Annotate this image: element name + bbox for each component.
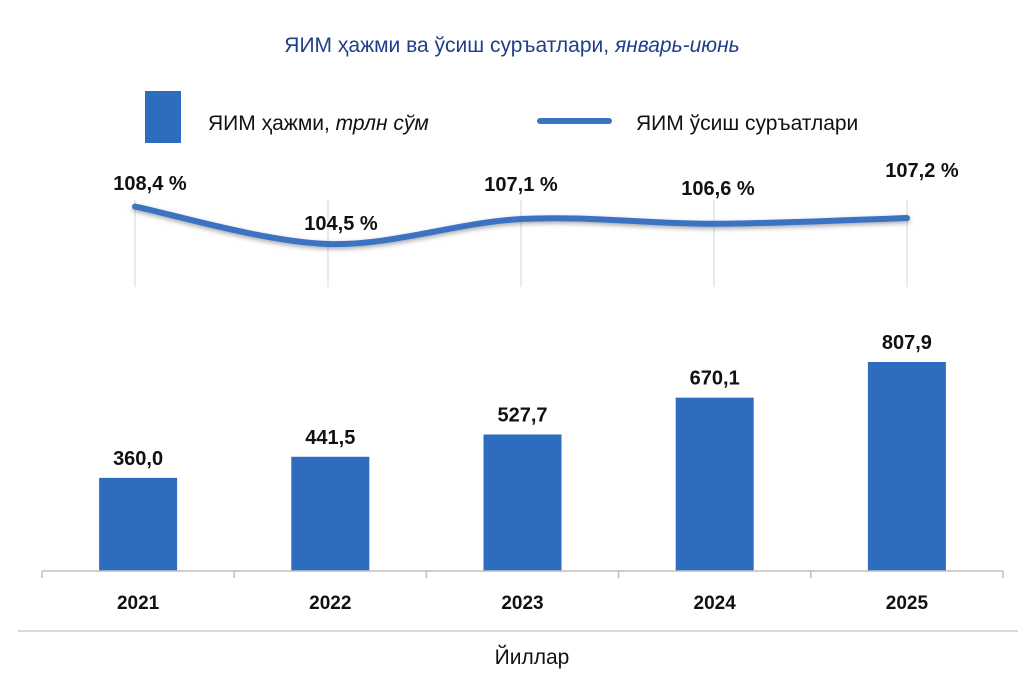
line-gridlines [134, 200, 908, 287]
legend-bar-label: ЯИМ ҳажми, трлн сўм [208, 112, 429, 135]
bar-2023 [483, 434, 562, 571]
growth-value-label: 106,6 % [681, 178, 755, 200]
x-tick-label: 2025 [886, 593, 929, 614]
x-axis-tick-labels: 2021 2022 2023 2024 2025 [117, 593, 929, 614]
legend-bar-swatch [145, 91, 181, 143]
bar-2021 [99, 477, 178, 571]
bar-value-label: 527,7 [497, 404, 547, 426]
gdp-bar-labels: 360,0 441,5 527,7 670,1 807,9 [113, 332, 932, 470]
bar-2022 [291, 456, 370, 571]
growth-value-label: 107,1 % [484, 174, 558, 196]
bar-2024 [675, 397, 754, 571]
x-axis-title: Йиллар [495, 645, 570, 669]
x-tick-label: 2021 [117, 593, 160, 614]
growth-value-label: 108,4 % [113, 173, 187, 195]
bar-value-label: 360,0 [113, 448, 163, 470]
gdp-bars [99, 362, 946, 571]
x-tick-label: 2024 [694, 593, 737, 614]
bar-value-label: 670,1 [690, 368, 740, 390]
legend-line-label: ЯИМ ўсиш суръатлари [636, 112, 858, 135]
growth-value-label: 104,5 % [304, 213, 378, 235]
growth-labels: 108,4 % 104,5 % 107,1 % 106,6 % 107,2 % [113, 160, 959, 235]
chart-title: ЯИМ ҳажми ва ўсиш суръатлари, январь-июн… [284, 34, 739, 57]
x-tick-label: 2023 [501, 593, 543, 614]
growth-line-path [132, 203, 910, 248]
bar-value-label: 441,5 [305, 427, 355, 449]
x-axis-ticks [41, 571, 1004, 578]
growth-value-label: 107,2 % [885, 160, 959, 182]
growth-line [132, 203, 910, 248]
bar-2025 [867, 362, 946, 571]
x-tick-label: 2022 [309, 593, 351, 614]
bar-value-label: 807,9 [882, 332, 932, 354]
